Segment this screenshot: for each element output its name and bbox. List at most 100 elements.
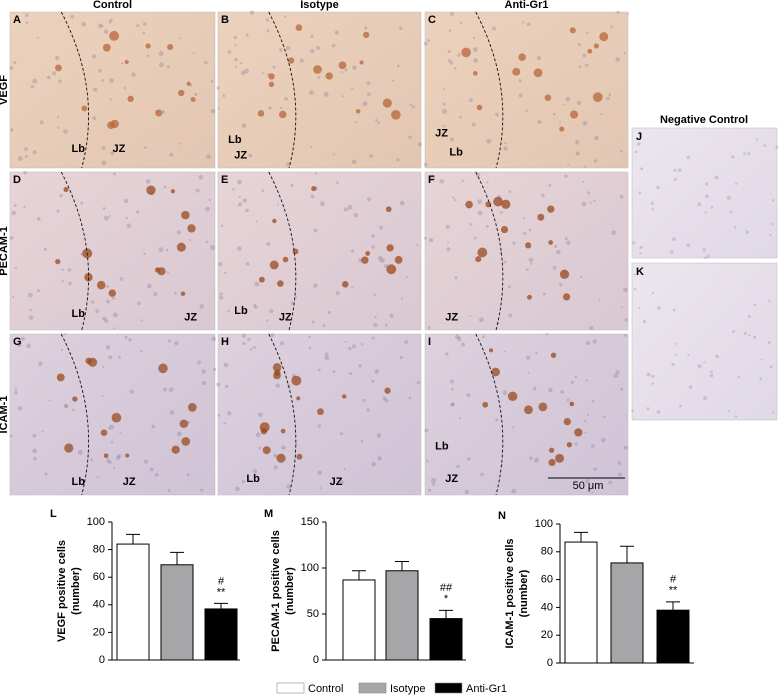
cell [650,201,654,205]
cell [238,195,242,199]
cell [257,412,263,418]
cell [198,175,204,180]
cell [615,57,621,62]
cell [97,23,103,29]
cell [143,459,149,464]
cell [593,199,596,202]
cell [108,355,113,360]
cell [262,71,265,74]
cell [439,178,445,184]
stain [125,453,130,458]
cell [166,65,170,69]
cell [353,212,358,218]
cell [457,53,461,57]
cell [360,439,364,443]
cell [348,371,353,376]
cell [610,25,613,29]
cell [651,374,655,378]
cell [623,445,628,450]
cell [146,54,149,58]
micrograph [424,171,629,331]
cell [324,355,330,361]
cell [755,138,759,141]
cell [371,233,375,238]
cell [772,411,775,414]
cell [555,249,561,255]
cell [450,379,455,384]
error-bar [439,609,453,619]
cell [548,184,552,188]
stain [170,189,176,194]
cell [319,486,322,490]
cell [348,346,352,351]
cell [623,287,628,293]
stain [55,259,61,265]
stain [587,48,593,54]
cell [367,92,371,97]
cell [216,382,221,387]
cell [145,179,151,184]
cell [219,292,223,296]
stain [365,251,371,256]
cell [566,398,570,402]
cell [253,469,258,474]
cell [142,31,146,35]
cell [218,261,223,267]
cell [631,409,634,412]
cell [90,458,94,462]
significance: ## [440,582,453,594]
cell [146,283,152,289]
cell [60,348,64,352]
cell [495,112,499,117]
cell [355,121,358,124]
cell [512,426,515,429]
cell [286,162,291,167]
cell [217,107,220,110]
stain [547,205,555,213]
cell [704,182,709,186]
cell [310,194,315,199]
cell [499,211,503,215]
stain [341,281,349,288]
cell [265,18,270,22]
cell [619,194,624,199]
panel-letter: M [264,508,273,520]
cell [566,240,571,245]
cell [640,167,644,171]
stain [311,186,317,192]
cell [466,457,471,461]
cell [726,195,731,200]
cell [371,379,375,383]
cell [706,254,710,258]
cell [245,208,249,213]
cell [213,367,217,372]
cell [258,446,262,450]
cell [347,204,353,210]
cell [399,355,403,360]
stain [563,417,571,426]
cell [443,125,446,128]
cell [270,332,275,338]
boundary [268,171,297,331]
cell [570,380,574,385]
cell [9,66,14,71]
cell [384,398,389,403]
cell [362,398,366,403]
cell [254,305,258,309]
cell [335,291,340,296]
cell [242,341,246,346]
cell [466,393,471,398]
cell [234,43,237,47]
cell [93,87,98,92]
cell [216,86,220,90]
cell [491,26,497,31]
cell [447,49,451,54]
stain [559,269,570,279]
cell [313,283,318,288]
cell [140,350,143,353]
cell [243,311,247,315]
cell [521,21,525,24]
boundary [475,11,504,169]
column-header: Anti-Gr1 [505,0,549,11]
cell [68,281,72,286]
